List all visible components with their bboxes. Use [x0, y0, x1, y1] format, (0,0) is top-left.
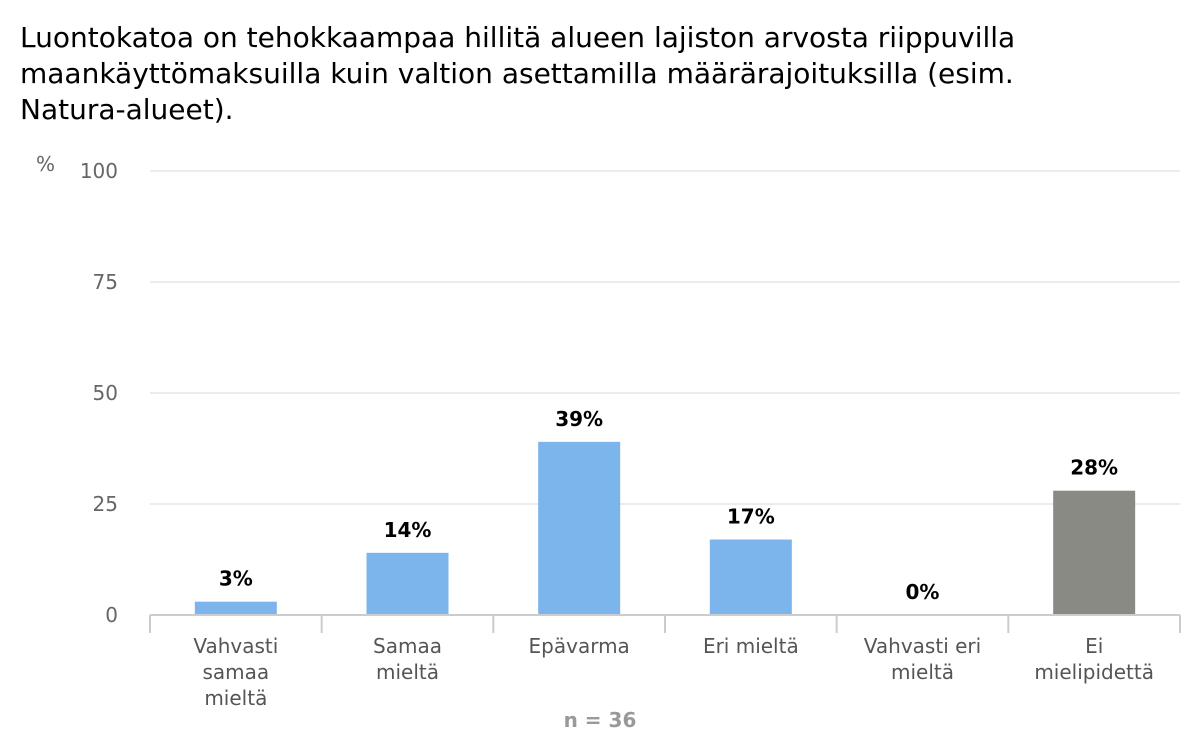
data-label: 14%: [384, 518, 432, 542]
data-label: 0%: [906, 580, 940, 604]
x-category-label: Vahvasti eri mieltä: [864, 634, 981, 684]
gridlines: [150, 170, 1180, 505]
bar: [1053, 490, 1136, 615]
category-labels: Vahvasti samaa mieltä Samaa mieltä Epävarma Er…: [193, 634, 1154, 710]
bars: [194, 441, 1136, 615]
y-axis-unit-label: %: [36, 152, 55, 176]
y-tick-label: 50: [93, 381, 118, 405]
x-category-label: Ei mielipidettä: [1034, 634, 1154, 684]
sample-size-note: n = 36: [564, 708, 637, 732]
x-category-label: Vahvasti samaa mieltä: [193, 634, 278, 710]
bar: [366, 552, 449, 615]
data-label: 28%: [1070, 456, 1118, 480]
y-axis-ticks: 0 25 50 75 100: [80, 159, 118, 627]
data-label: 3%: [219, 567, 253, 591]
data-label: 39%: [555, 407, 603, 431]
x-category-label: Eri mieltä: [703, 634, 799, 658]
bar: [538, 441, 621, 615]
data-label: 17%: [727, 505, 775, 529]
bar: [709, 539, 792, 615]
chart-title: Luontokatoa on tehokkaampaa hillitä alue…: [20, 21, 1016, 126]
x-category-label: Samaa mieltä: [373, 634, 442, 684]
bar: [194, 601, 277, 615]
y-tick-label: 0: [105, 603, 118, 627]
y-tick-label: 100: [80, 159, 118, 183]
x-category-label: Epävarma: [529, 634, 630, 658]
y-tick-label: 75: [93, 270, 118, 294]
data-labels: 3% 14% 39% 17% 0% 28%: [219, 407, 1118, 604]
y-tick-label: 25: [93, 492, 118, 516]
x-axis: [149, 614, 1181, 633]
